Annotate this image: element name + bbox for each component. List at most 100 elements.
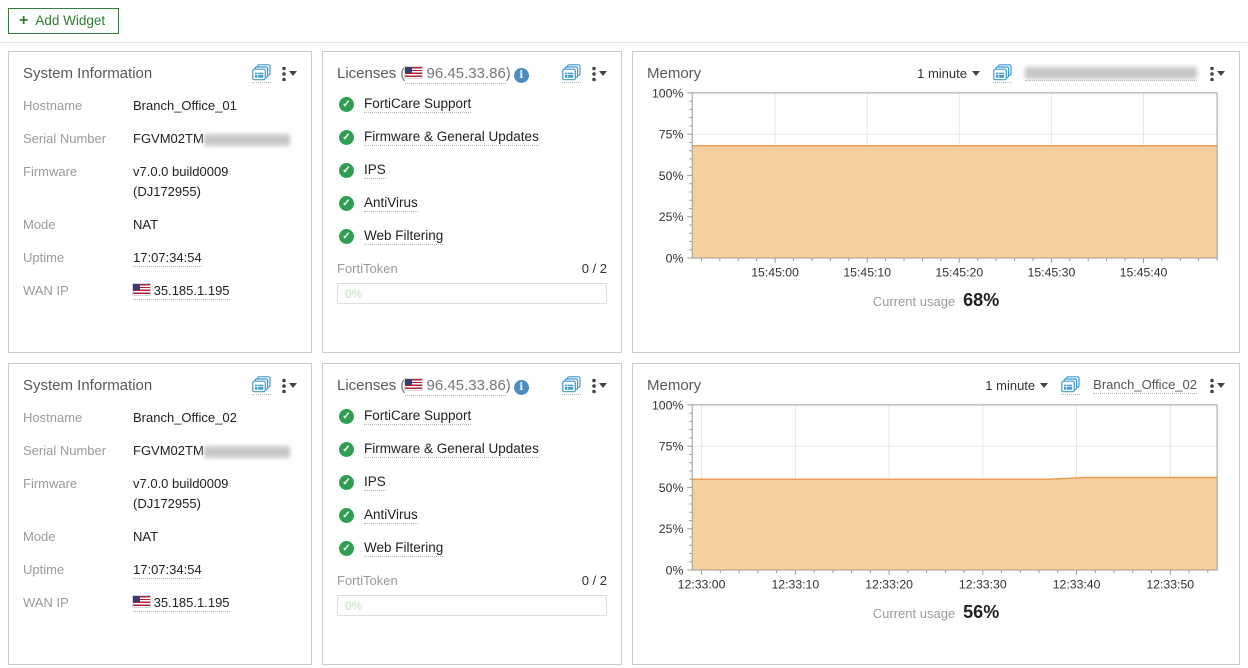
widget-menu-button[interactable] [1210,66,1225,82]
svg-text:12:33:50: 12:33:50 [1146,578,1194,592]
widget-menu-button[interactable] [592,66,607,82]
license-link[interactable]: IPS [364,162,386,179]
svg-text:12:33:00: 12:33:00 [678,578,726,592]
uptime-value[interactable]: 17:07:34:54 [133,250,202,267]
check-circle-icon [339,541,354,556]
widget-menu-button[interactable] [282,66,297,82]
uptime-value[interactable]: 17:07:34:54 [133,562,202,579]
fortitoken-progress-bar: 0% [337,595,607,616]
hostname-value: Branch_Office_01 [133,98,237,113]
svg-text:25%: 25% [659,522,684,536]
uptime-label: Uptime [23,250,65,265]
firmware-value: v7.0.0 build0009 (DJ172955) [133,164,229,199]
widget-menu-button[interactable] [592,378,607,394]
license-link[interactable]: AntiVirus [364,507,418,524]
chevron-down-icon [1217,71,1225,76]
interval-dropdown[interactable]: 1 minute [985,378,1049,393]
fortitoken-label: FortiToken [337,573,398,588]
license-link[interactable]: Web Filtering [364,228,444,245]
add-widget-label: Add Widget [35,13,106,28]
wan-ip-label: WAN IP [23,595,69,610]
serial-label: Serial Number [23,131,107,146]
svg-text:12:33:20: 12:33:20 [865,578,913,592]
kebab-menu-icon [282,66,286,81]
us-flag-icon [132,595,151,608]
license-item: Firmware & General Updates [339,129,607,146]
license-item: FortiCare Support [339,96,607,113]
licenses-widget-1: Licenses ( 96.45.33.86) [322,51,622,353]
firmware-label: Firmware [23,476,78,491]
license-server-ip[interactable]: 96.45.33.86 [426,64,506,82]
fortitoken-label: FortiToken [337,261,398,276]
check-circle-icon [339,229,354,244]
fortitoken-count: 0 / 2 [581,261,607,276]
firmware-label: Firmware [23,164,78,179]
check-circle-icon [339,409,354,424]
system-information-widget-2: System Information [8,363,312,665]
wan-ip-value[interactable]: 35.185.1.195 [132,593,297,613]
check-circle-icon [339,130,354,145]
multi-device-stack-icon[interactable] [252,64,271,83]
widget-title: Memory [647,377,702,394]
info-icon[interactable] [513,379,529,395]
license-link[interactable]: FortiCare Support [364,96,472,113]
license-item: Web Filtering [339,540,607,557]
multi-device-stack-icon[interactable] [252,376,271,395]
mode-label: Mode [23,529,56,544]
current-usage-caption: Current usage 56% [872,601,1000,622]
kebab-menu-icon [1210,66,1214,81]
license-item: AntiVirus [339,507,607,524]
license-item: IPS [339,162,607,179]
wan-ip-label: WAN IP [23,283,69,298]
license-link[interactable]: FortiCare Support [364,408,472,425]
device-name-link[interactable]: Branch_Office_02 [1093,377,1197,394]
multi-device-stack-icon[interactable] [1061,376,1081,395]
kebab-menu-icon [1210,378,1214,393]
add-widget-button[interactable]: + Add Widget [8,8,120,34]
chevron-down-icon [972,71,980,76]
device-name-link[interactable] [1025,66,1197,81]
widget-title: Memory [647,65,702,82]
svg-text:50%: 50% [659,169,684,183]
license-link[interactable]: Web Filtering [364,540,444,557]
license-link[interactable]: AntiVirus [364,195,418,212]
plus-icon: + [19,12,29,29]
license-link[interactable]: Firmware & General Updates [364,441,539,458]
check-circle-icon [339,508,354,523]
check-circle-icon [339,442,354,457]
serial-value: FGVM02TM [133,129,297,149]
memory-widget-2: Memory 1 minute Branch_Office_02 [632,363,1240,665]
us-flag-icon [132,283,151,296]
chevron-down-icon [289,71,297,76]
firmware-value: v7.0.0 build0009 (DJ172955) [133,476,229,511]
widget-menu-button[interactable] [1210,378,1225,394]
widget-title: System Information [23,65,153,82]
info-icon[interactable] [513,67,529,83]
serial-value: FGVM02TM [133,441,297,461]
svg-text:15:45:30: 15:45:30 [1028,266,1076,280]
svg-text:100%: 100% [652,399,683,412]
multi-device-stack-icon[interactable] [562,376,581,395]
redacted-serial-suffix [203,445,290,458]
current-usage-value: 56% [963,601,1000,622]
kebab-menu-icon [592,66,596,81]
license-server-ip[interactable]: 96.45.33.86 [426,376,506,394]
svg-text:75%: 75% [659,128,684,142]
multi-device-stack-icon[interactable] [562,64,581,83]
check-circle-icon [339,163,354,178]
current-usage-value: 68% [963,289,1000,310]
wan-ip-value[interactable]: 35.185.1.195 [132,281,297,301]
us-flag-icon [404,65,424,79]
chevron-down-icon [1217,383,1225,388]
interval-dropdown[interactable]: 1 minute [917,66,980,81]
license-link[interactable]: IPS [364,474,386,491]
memory-usage-chart: 12:33:00 12:33:10 12:33:20 12:33:30 12:33:40… [652,399,1218,592]
mode-value: NAT [133,217,159,232]
license-link[interactable]: Firmware & General Updates [364,129,539,146]
dashboard-grid: System Information [0,43,1248,668]
widget-menu-button[interactable] [282,378,297,394]
serial-label: Serial Number [23,443,107,458]
hostname-label: Hostname [23,98,83,113]
multi-device-stack-icon[interactable] [993,64,1012,83]
chevron-down-icon [1040,383,1049,388]
